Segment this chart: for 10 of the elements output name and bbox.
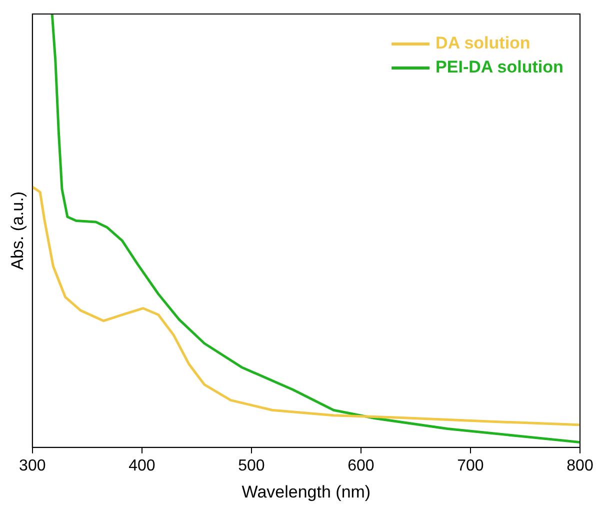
x-tick-label: 300 <box>19 457 46 474</box>
legend-label: DA solution <box>436 34 530 53</box>
x-tick-label: 700 <box>457 457 484 474</box>
x-tick-label: 800 <box>566 457 594 474</box>
legend-label: PEI-DA solution <box>436 58 564 77</box>
x-tick-label: 500 <box>238 457 265 474</box>
y-axis-title: Abs. (a.u.) <box>8 191 27 270</box>
x-tick-label: 600 <box>348 457 374 474</box>
x-axis-title: Wavelength (nm) <box>242 482 371 502</box>
x-tick-label: 400 <box>128 457 156 474</box>
